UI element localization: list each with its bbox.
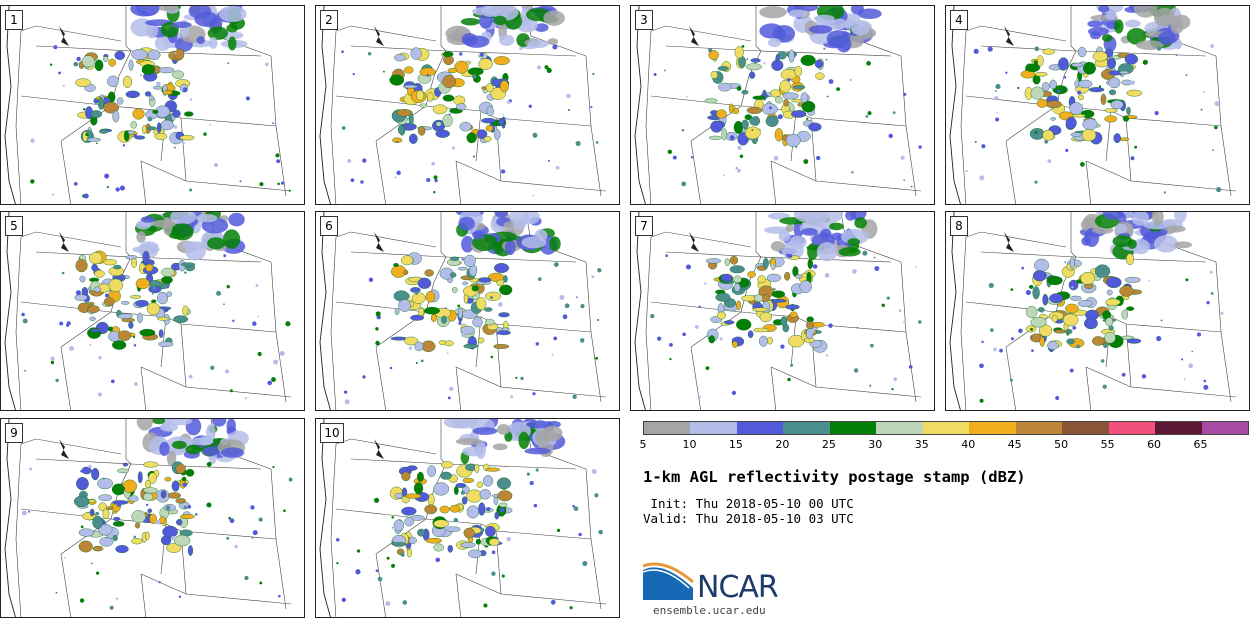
colorbar-tick: 35: [914, 438, 929, 451]
map-panel-1: 1: [0, 5, 305, 205]
colorbar-tick: 50: [1054, 438, 1069, 451]
reflectivity-map: [949, 212, 1237, 410]
panel-number-label: 10: [320, 423, 344, 443]
reflectivity-map: [319, 419, 607, 617]
colorbar-segment: [829, 422, 877, 434]
map-panel-3: 3: [630, 5, 935, 205]
init-time: Init: Thu 2018-05-10 00 UTC: [643, 496, 854, 511]
colorbar-segment: [1201, 422, 1249, 434]
reflectivity-map: [319, 212, 607, 410]
colorbar-tick: 55: [1100, 438, 1115, 451]
panel-number-label: 4: [950, 10, 968, 30]
map-panel-7: 7: [630, 211, 935, 411]
colorbar-segment: [922, 422, 970, 434]
map-panel-2: 2: [315, 5, 620, 205]
panel-number-label: 7: [635, 216, 653, 236]
reflectivity-map: [634, 212, 922, 410]
panel-number-label: 9: [5, 423, 23, 443]
colorbar-segment: [690, 422, 737, 434]
map-panel-4: 4: [945, 5, 1250, 205]
colorbar-segment: [1062, 422, 1109, 434]
reflectivity-map: [4, 212, 292, 410]
colorbar-tick: 15: [728, 438, 743, 451]
reflectivity-colorbar: [643, 421, 1249, 435]
reflectivity-map: [634, 6, 922, 204]
colorbar-tick-labels: 5 10 15 20 25 30 35 40 45 50 55 60 65: [639, 438, 1247, 452]
colorbar-segment: [876, 422, 923, 434]
panel-number-label: 2: [320, 10, 338, 30]
map-panel-10: 10: [315, 418, 620, 618]
colorbar-tick: 5: [639, 438, 647, 451]
panel-number-label: 3: [635, 10, 653, 30]
colorbar-tick: 65: [1193, 438, 1208, 451]
colorbar-segment: [1155, 422, 1202, 434]
colorbar-segment: [969, 422, 1016, 434]
figure-title: 1-km AGL reflectivity postage stamp (dBZ…: [643, 468, 1026, 486]
colorbar-tick: 25: [821, 438, 836, 451]
reflectivity-map: [4, 6, 292, 204]
map-panel-8: 8: [945, 211, 1250, 411]
ncar-wordmark: NCAR: [697, 570, 779, 605]
colorbar-segment: [644, 422, 691, 434]
reflectivity-map: [319, 6, 607, 204]
colorbar-tick: 60: [1147, 438, 1162, 451]
map-panel-6: 6: [315, 211, 620, 411]
colorbar-tick: 45: [1007, 438, 1022, 451]
site-url: ensemble.ucar.edu: [653, 604, 766, 617]
panel-number-label: 5: [5, 216, 23, 236]
colorbar-segment: [736, 422, 784, 434]
colorbar-segment: [1015, 422, 1063, 434]
ncar-logo-icon: [643, 562, 694, 600]
colorbar-tick: 10: [682, 438, 697, 451]
colorbar-tick: 30: [868, 438, 883, 451]
panel-number-label: 6: [320, 216, 338, 236]
panel-number-label: 1: [5, 10, 23, 30]
map-panel-9: 9: [0, 418, 305, 618]
valid-time: Valid: Thu 2018-05-10 03 UTC: [643, 511, 854, 526]
map-panel-5: 5: [0, 211, 305, 411]
panel-number-label: 8: [950, 216, 968, 236]
reflectivity-map: [949, 6, 1237, 204]
colorbar-tick: 40: [961, 438, 976, 451]
colorbar-tick: 20: [775, 438, 790, 451]
colorbar-segment: [783, 422, 830, 434]
reflectivity-map: [4, 419, 293, 617]
colorbar-segment: [1108, 422, 1156, 434]
